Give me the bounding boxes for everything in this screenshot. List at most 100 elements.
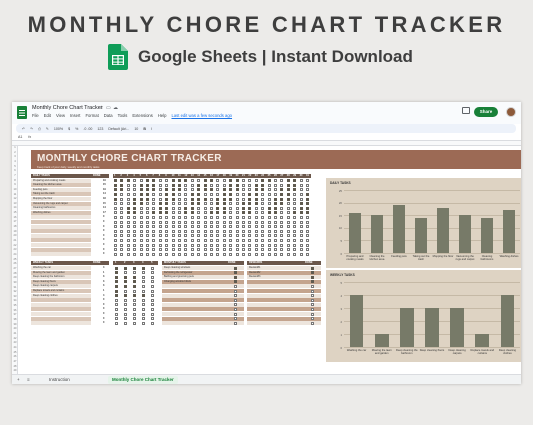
chart-bar[interactable] (436, 207, 450, 253)
menu-item-file[interactable]: File (32, 113, 39, 118)
day-checkbox[interactable] (261, 225, 265, 229)
day-checkbox[interactable] (293, 238, 297, 242)
day-checkbox[interactable] (235, 188, 239, 192)
day-checkbox[interactable] (178, 252, 181, 256)
day-checkbox[interactable] (139, 202, 143, 206)
avatar[interactable] (506, 107, 516, 117)
day-checkbox[interactable] (299, 179, 303, 183)
chart-bar[interactable] (500, 295, 515, 347)
day-checkbox[interactable] (222, 220, 226, 224)
day-checkbox[interactable] (158, 220, 162, 224)
day-checkbox[interactable] (274, 243, 277, 247)
day-checkbox[interactable] (114, 197, 117, 201)
day-checkbox[interactable] (267, 202, 271, 206)
row-number[interactable]: 10 (13, 187, 17, 191)
day-checkbox[interactable] (293, 192, 297, 196)
row-number[interactable]: 45 (13, 350, 17, 354)
row-number[interactable]: 24 (13, 252, 17, 256)
day-checkbox[interactable] (178, 179, 181, 183)
week-checkbox[interactable] (115, 307, 118, 311)
day-checkbox[interactable] (267, 215, 271, 219)
day-checkbox[interactable] (280, 206, 284, 210)
week-checkbox[interactable] (142, 289, 145, 293)
day-checkbox[interactable] (216, 243, 220, 247)
day-checkbox[interactable] (216, 234, 220, 238)
monthly-checkbox[interactable] (234, 289, 237, 293)
day-checkbox[interactable] (286, 238, 290, 242)
day-checkbox[interactable] (126, 183, 130, 187)
day-checkbox[interactable] (184, 206, 188, 210)
chart-bar[interactable] (480, 217, 494, 253)
day-checkbox[interactable] (146, 179, 149, 183)
day-checkbox[interactable] (280, 188, 284, 192)
day-checkbox[interactable] (152, 238, 156, 242)
day-checkbox[interactable] (274, 202, 277, 206)
day-checkbox[interactable] (235, 202, 239, 206)
day-checkbox[interactable] (114, 211, 117, 215)
day-checkbox[interactable] (267, 238, 271, 242)
day-checkbox[interactable] (299, 192, 303, 196)
day-checkbox[interactable] (261, 188, 265, 192)
day-checkbox[interactable] (261, 220, 265, 224)
day-checkbox[interactable] (146, 206, 149, 210)
day-checkbox[interactable] (261, 183, 265, 187)
day-checkbox[interactable] (261, 238, 265, 242)
day-checkbox[interactable] (126, 202, 130, 206)
week-checkbox[interactable] (124, 303, 127, 307)
row-number[interactable]: 39 (13, 322, 17, 326)
row-number[interactable]: 36 (13, 308, 17, 312)
day-checkbox[interactable] (171, 179, 175, 183)
row-number[interactable]: 42 (13, 336, 17, 340)
day-checkbox[interactable] (267, 225, 271, 229)
week-checkbox[interactable] (124, 298, 127, 302)
day-checkbox[interactable] (280, 234, 284, 238)
day-checkbox[interactable] (210, 225, 213, 229)
day-checkbox[interactable] (280, 238, 284, 242)
day-checkbox[interactable] (146, 192, 149, 196)
week-checkbox[interactable] (142, 298, 145, 302)
day-checkbox[interactable] (114, 215, 117, 219)
day-checkbox[interactable] (190, 206, 194, 210)
comment-icon[interactable] (462, 107, 470, 114)
day-checkbox[interactable] (293, 252, 297, 256)
day-checkbox[interactable] (165, 179, 169, 183)
decimal-buttons[interactable]: .0 .00 (83, 126, 93, 131)
day-checkbox[interactable] (190, 225, 194, 229)
day-checkbox[interactable] (242, 234, 245, 238)
day-checkbox[interactable] (152, 211, 156, 215)
rewards-checkbox[interactable] (311, 317, 314, 321)
day-checkbox[interactable] (306, 202, 309, 206)
day-checkbox[interactable] (158, 215, 162, 219)
day-checkbox[interactable] (274, 225, 277, 229)
week-checkbox[interactable] (133, 303, 136, 307)
day-checkbox[interactable] (216, 238, 220, 242)
day-checkbox[interactable] (165, 252, 169, 256)
row-number[interactable]: 1 (14, 146, 16, 149)
week-checkbox[interactable] (124, 289, 127, 293)
day-checkbox[interactable] (126, 179, 130, 183)
day-checkbox[interactable] (120, 202, 124, 206)
day-checkbox[interactable] (190, 229, 194, 233)
row-number[interactable]: 46 (13, 355, 17, 359)
day-checkbox[interactable] (280, 215, 284, 219)
row-number[interactable]: 5 (14, 164, 16, 168)
week-checkbox[interactable] (133, 275, 136, 279)
day-checkbox[interactable] (165, 220, 169, 224)
day-checkbox[interactable] (210, 197, 213, 201)
day-checkbox[interactable] (139, 252, 143, 256)
day-checkbox[interactable] (248, 243, 252, 247)
day-checkbox[interactable] (280, 220, 284, 224)
day-checkbox[interactable] (133, 238, 137, 242)
rewards-checkbox[interactable] (311, 271, 314, 275)
day-checkbox[interactable] (216, 252, 220, 256)
row-number[interactable]: 43 (13, 341, 17, 345)
week-checkbox[interactable] (142, 317, 145, 321)
day-checkbox[interactable] (184, 183, 188, 187)
day-checkbox[interactable] (178, 238, 181, 242)
day-checkbox[interactable] (274, 229, 277, 233)
row-number[interactable]: 38 (13, 318, 17, 322)
day-checkbox[interactable] (146, 225, 149, 229)
day-checkbox[interactable] (178, 220, 181, 224)
day-checkbox[interactable] (222, 179, 226, 183)
row-number[interactable]: 41 (13, 332, 17, 335)
